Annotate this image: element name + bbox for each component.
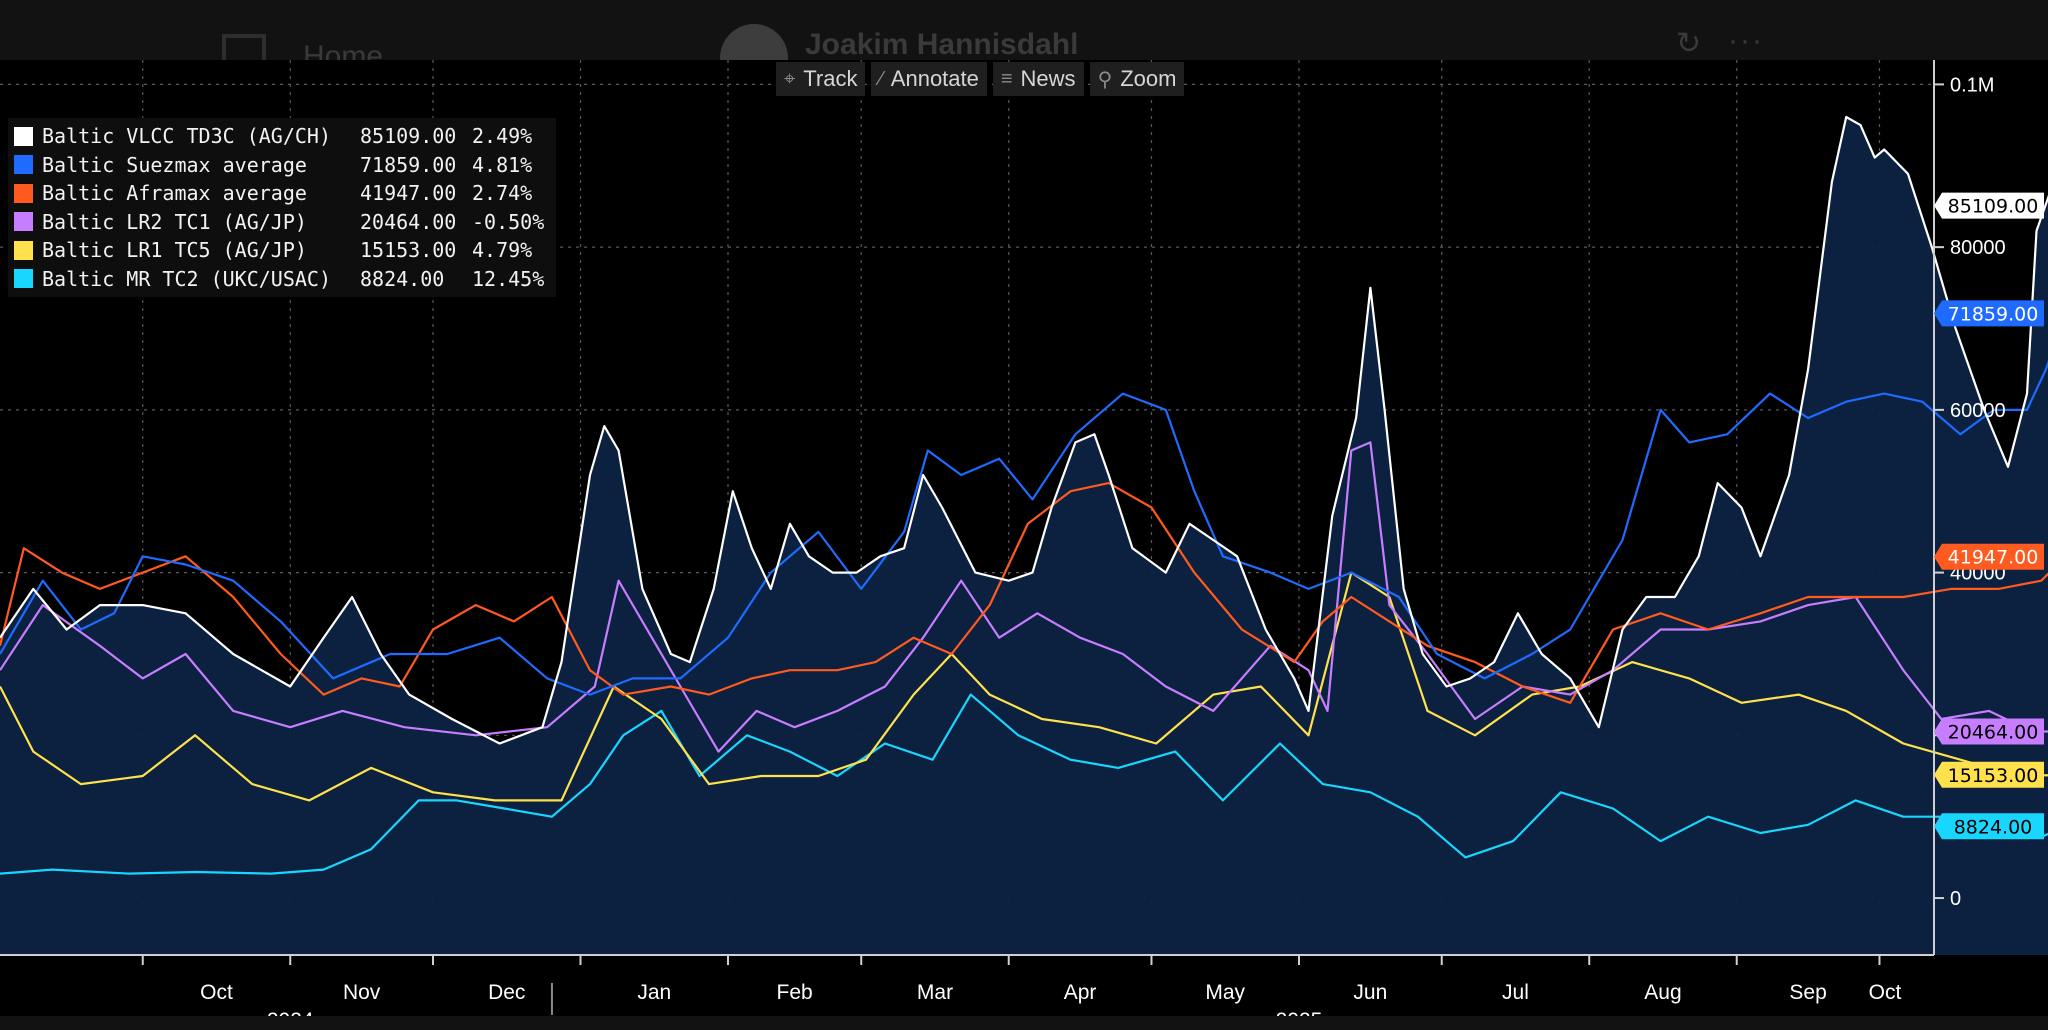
x-tick-label: Jun [1353, 981, 1387, 1004]
last-value-label: 8824.00 [1954, 816, 2033, 838]
x-tick-label: Jul [1502, 981, 1529, 1004]
x-tick-label: Apr [1064, 981, 1097, 1004]
legend-swatch [14, 269, 33, 289]
series-layer [0, 115, 2048, 955]
y-tick-label: 60000 [1950, 400, 2006, 422]
chart-toolbar: ⌖ Track ⁄ Annotate ≡ News ⚲ Zoom [776, 62, 1185, 96]
legend-item[interactable]: Baltic Aframax average 41947.00 2.74% [14, 179, 544, 208]
legend: Baltic VLCC TD3C (AG/CH) 85109.00 2.49% Ba… [8, 118, 557, 297]
legend-value: 20464.00 [360, 209, 457, 234]
series-area-fill [0, 117, 2048, 955]
news-icon: ≡ [1000, 67, 1013, 90]
legend-value: 8824.00 [360, 266, 445, 291]
last-value-label: 20464.00 [1948, 722, 2039, 744]
top-bar: Home Joakim Hannisdahl ↻ ··· [0, 0, 2048, 92]
x-tick-label: Feb [777, 981, 813, 1004]
last-value-badge [1934, 813, 2044, 840]
legend-series-name: Baltic LR2 TC1 (AG/JP) [42, 209, 307, 234]
news-label: News [1020, 66, 1076, 91]
last-value-labels: 85109.00 71859.00 41947.00 20464.00 15153.00… [1934, 192, 2044, 840]
last-value-label: 15153.00 [1948, 765, 2039, 787]
last-value-badge [1934, 543, 2044, 570]
legend-series-name: Baltic VLCC TD3C (AG/CH) [42, 124, 331, 149]
legend-swatch [14, 155, 33, 175]
user-name[interactable]: Joakim Hannisdahl [805, 28, 1079, 61]
y-tick-label: 0 [1950, 888, 1961, 910]
legend-series-name: Baltic LR1 TC5 (AG/JP) [42, 238, 307, 263]
series-line [0, 115, 2048, 745]
zoom-label: Zoom [1120, 66, 1177, 91]
legend-change: 4.79% [472, 238, 533, 263]
last-value-badge [1934, 192, 2044, 219]
bottom-strip [0, 1016, 2048, 1030]
track-label: Track [803, 66, 858, 91]
x-tick-label: Oct [1869, 981, 1902, 1004]
series-line [0, 571, 2048, 802]
legend-item[interactable]: Baltic LR1 TC5 (AG/JP) 15153.00 4.79% [14, 236, 544, 265]
legend-swatch [14, 183, 33, 203]
x-tick-label: Oct [200, 981, 233, 1004]
annotate-label: Annotate [890, 66, 979, 91]
y-tick-label: 80000 [1950, 237, 2006, 259]
legend-value: 85109.00 [360, 124, 457, 149]
series-line [0, 693, 2048, 875]
magnifier-icon: ⚲ [1097, 68, 1113, 91]
zoom-button[interactable]: ⚲ Zoom [1089, 62, 1185, 96]
news-button[interactable]: ≡ News [992, 62, 1084, 96]
legend-series-name: Baltic MR TC2 (UKC/USAC) [42, 266, 331, 291]
legend-change: -0.50% [472, 209, 545, 234]
legend-item[interactable]: Baltic MR TC2 (UKC/USAC) 8824.00 12.45% [14, 265, 544, 294]
x-tick-label: Aug [1644, 981, 1681, 1004]
crosshair-icon: ⌖ [784, 67, 796, 90]
x-tick-label: Nov [343, 981, 381, 1004]
legend-series-name: Baltic Aframax average [42, 181, 307, 206]
last-value-badge [1934, 761, 2044, 788]
legend-change: 4.81% [472, 152, 533, 177]
legend-value: 71859.00 [360, 152, 457, 177]
legend-change: 12.45% [472, 266, 545, 291]
x-tick-label: Mar [917, 981, 953, 1004]
x-tick-label: Jan [637, 981, 671, 1004]
y-tick-label: 0.1M [1950, 74, 1994, 96]
x-tick-label: Sep [1789, 981, 1826, 1004]
series-line [0, 359, 2048, 696]
legend-change: 2.49% [472, 124, 533, 149]
last-value-badge [1934, 718, 2044, 745]
legend-value: 41947.00 [360, 181, 457, 206]
home-icon[interactable] [222, 34, 266, 66]
last-value-label: 85109.00 [1948, 196, 2039, 218]
x-tick-label: Dec [488, 981, 525, 1004]
last-value-label: 71859.00 [1948, 303, 2039, 325]
last-value-badge [1934, 300, 2044, 327]
series-line [0, 482, 2048, 704]
more-icon[interactable]: ··· [1728, 24, 1764, 57]
legend-swatch [14, 126, 33, 146]
track-button[interactable]: ⌖ Track [776, 62, 866, 96]
refresh-icon[interactable]: ↻ [1676, 27, 1702, 60]
legend-change: 2.74% [472, 181, 533, 206]
annotate-button[interactable]: ⁄ Annotate [871, 62, 987, 96]
legend-value: 15153.00 [360, 238, 457, 263]
legend-series-name: Baltic Suezmax average [42, 152, 307, 177]
legend-item[interactable]: Baltic LR2 TC1 (AG/JP) 20464.00 -0.50% [14, 208, 544, 237]
legend-swatch [14, 212, 33, 232]
legend-swatch [14, 240, 33, 260]
pencil-icon: ⁄ [879, 67, 883, 90]
last-value-label: 41947.00 [1948, 547, 2039, 569]
legend-item[interactable]: Baltic VLCC TD3C (AG/CH) 85109.00 2.49% [14, 122, 544, 151]
x-tick-label: May [1205, 981, 1245, 1004]
legend-item[interactable]: Baltic Suezmax average 71859.00 4.81% [14, 151, 544, 180]
